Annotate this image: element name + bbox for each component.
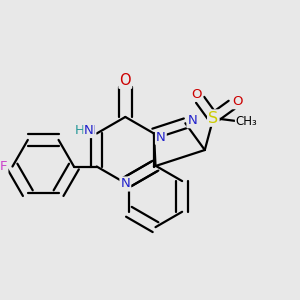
Text: H: H bbox=[75, 124, 85, 137]
Text: N: N bbox=[84, 124, 94, 137]
Text: CH₃: CH₃ bbox=[236, 115, 258, 128]
Text: F: F bbox=[0, 160, 8, 173]
Text: O: O bbox=[192, 88, 202, 101]
Text: N: N bbox=[188, 114, 197, 127]
Text: S: S bbox=[208, 111, 218, 126]
Text: H: H bbox=[74, 124, 84, 137]
Text: O: O bbox=[119, 73, 131, 88]
Text: N: N bbox=[156, 131, 166, 144]
Text: N: N bbox=[120, 178, 130, 190]
Text: O: O bbox=[232, 95, 242, 108]
Text: N: N bbox=[85, 124, 95, 137]
